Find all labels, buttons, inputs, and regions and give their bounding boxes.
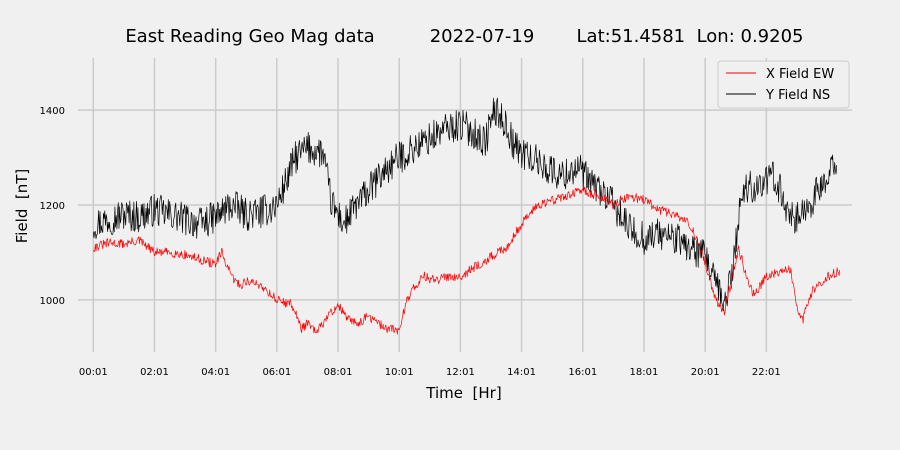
legend-label-y-field: Y Field NS <box>765 88 830 103</box>
title-part-location: East Reading Geo Mag data <box>125 26 374 47</box>
x-tick-label: 12:01 <box>446 367 475 378</box>
grid <box>78 58 852 352</box>
x-tick-label: 08:01 <box>324 367 353 378</box>
series-line-x-field <box>92 186 841 335</box>
x-tick-label: 14:01 <box>507 367 536 378</box>
x-tick-label: 04:01 <box>201 367 230 378</box>
y-tick-label: 1000 <box>40 296 65 307</box>
series-line-y-field <box>92 97 838 312</box>
x-tick-label: 06:01 <box>262 367 291 378</box>
x-tick-label: 22:01 <box>752 367 781 378</box>
x-tick-label: 20:01 <box>691 367 720 378</box>
legend: X Field EW Y Field NS <box>717 60 850 109</box>
x-tick-label: 18:01 <box>630 367 659 378</box>
series-layer <box>92 97 841 335</box>
x-tick-label: 16:01 <box>568 367 597 378</box>
y-axis-label: Field [nT] <box>13 169 31 244</box>
y-tick-label: 1400 <box>40 106 65 117</box>
x-tick-label: 02:01 <box>140 367 169 378</box>
title-part-date: 2022-07-19 <box>430 26 535 47</box>
x-axis-label: Time [Hr] <box>425 384 501 402</box>
legend-label-x-field: X Field EW <box>766 67 834 82</box>
title-part-coordinates: Lat:51.4581 Lon: 0.9205 <box>577 26 804 47</box>
x-tick-label: 10:01 <box>385 367 414 378</box>
x-tick-label: 00:01 <box>79 367 108 378</box>
y-tick-label: 1200 <box>40 201 65 212</box>
tick-labels: 00:01 02:01 04:01 06:01 08:01 10:01 12:01 14:01… <box>40 106 781 378</box>
